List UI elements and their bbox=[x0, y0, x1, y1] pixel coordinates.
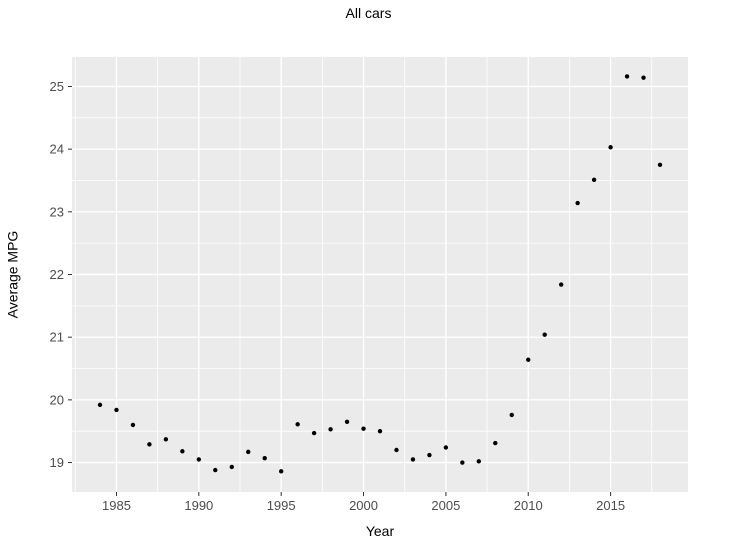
y-tick-label: 25 bbox=[50, 79, 64, 94]
data-point bbox=[591, 177, 597, 183]
data-point bbox=[114, 407, 119, 413]
x-tick-label: 2015 bbox=[596, 498, 625, 513]
x-tick-label: 2000 bbox=[349, 498, 378, 513]
data-point bbox=[377, 429, 383, 434]
data-point bbox=[410, 457, 416, 462]
y-tick-label: 21 bbox=[50, 330, 64, 345]
data-point bbox=[526, 357, 531, 362]
data-point bbox=[476, 459, 482, 464]
x-tick-label: 1985 bbox=[102, 498, 131, 513]
chart-title: All cars bbox=[345, 5, 392, 21]
data-point bbox=[229, 464, 234, 470]
data-point bbox=[460, 460, 465, 465]
y-tick-label: 23 bbox=[50, 204, 64, 219]
data-point bbox=[196, 457, 202, 462]
data-point bbox=[163, 437, 169, 442]
data-point bbox=[657, 162, 663, 168]
data-point bbox=[246, 449, 251, 455]
y-tick-label: 24 bbox=[50, 142, 64, 157]
data-point bbox=[328, 427, 333, 432]
data-point bbox=[344, 419, 350, 424]
data-point bbox=[147, 442, 152, 447]
data-point bbox=[608, 145, 613, 150]
data-point bbox=[361, 426, 366, 431]
data-point bbox=[130, 422, 136, 428]
data-point bbox=[558, 282, 564, 287]
data-point bbox=[427, 452, 432, 458]
y-tick-label: 22 bbox=[50, 267, 64, 282]
data-point bbox=[311, 430, 317, 436]
data-point bbox=[97, 402, 103, 408]
x-tick-label: 2005 bbox=[431, 498, 460, 513]
y-axis-title-text: Average MPG bbox=[4, 230, 21, 319]
data-point bbox=[394, 447, 399, 453]
y-tick-label: 20 bbox=[50, 392, 64, 407]
x-tick-label: 1990 bbox=[184, 498, 213, 513]
data-point bbox=[180, 449, 185, 454]
data-point bbox=[575, 200, 580, 206]
x-tick-label: 2010 bbox=[514, 498, 543, 513]
data-point bbox=[542, 332, 547, 337]
data-point bbox=[443, 445, 449, 450]
data-point bbox=[213, 467, 218, 473]
data-point bbox=[295, 422, 300, 427]
data-point bbox=[262, 455, 267, 461]
y-tick-label: 19 bbox=[50, 455, 64, 470]
data-point bbox=[493, 440, 498, 446]
x-tick-label: 1995 bbox=[267, 498, 296, 513]
x-axis-title: Year bbox=[365, 523, 395, 539]
data-point bbox=[624, 74, 630, 79]
data-point bbox=[278, 469, 284, 474]
data-point bbox=[509, 412, 514, 418]
data-point bbox=[641, 75, 646, 80]
y-axis-title: Average MPG bbox=[5, 125, 22, 425]
